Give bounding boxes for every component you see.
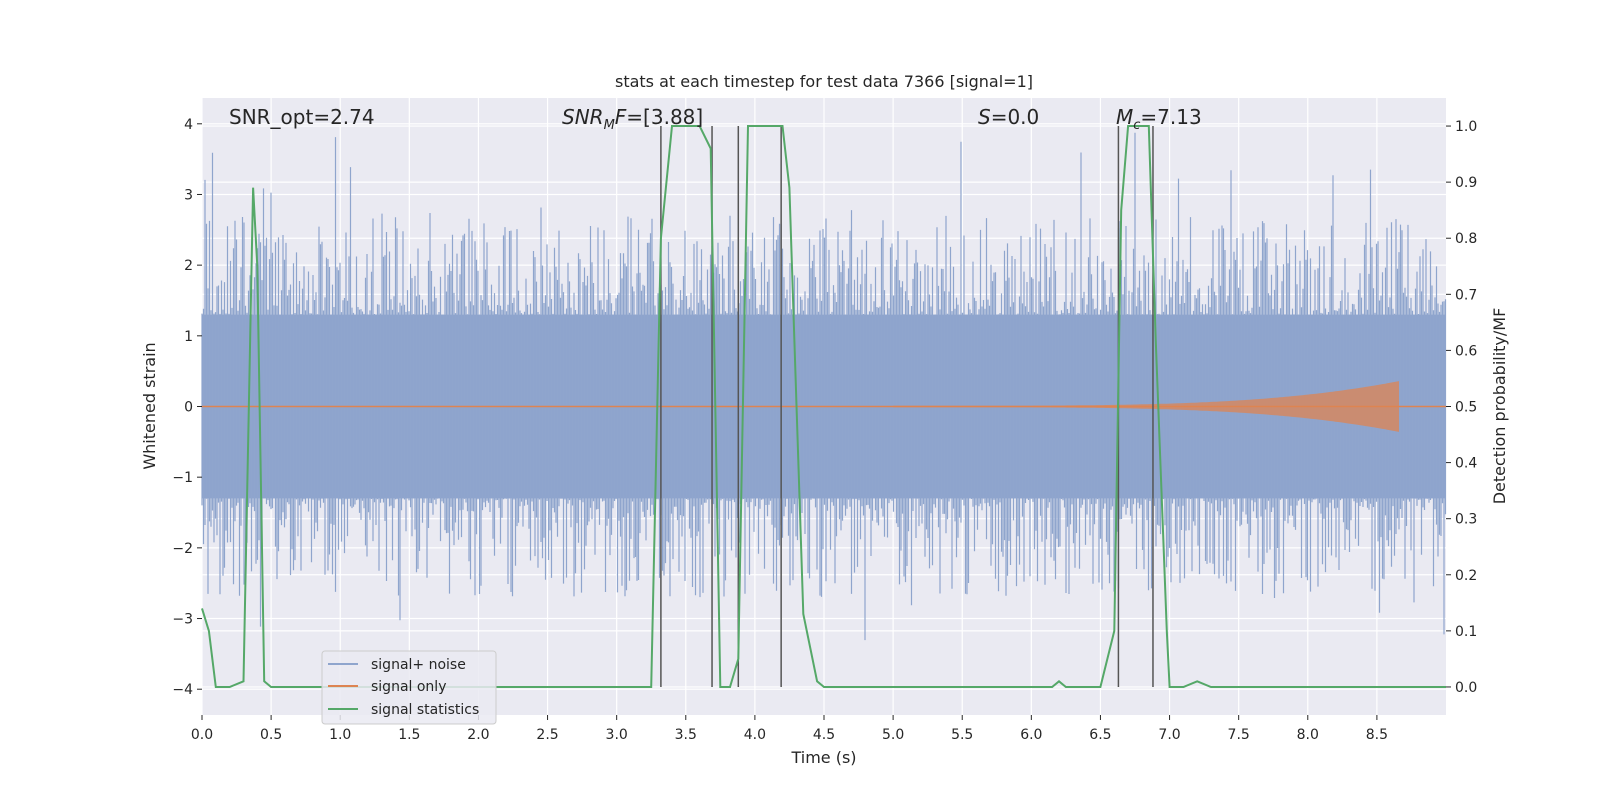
y-tick-label-left: 4	[184, 117, 193, 133]
x-tick-label: 2.5	[536, 727, 558, 743]
legend: signal+ noise signal only signal statist…	[321, 650, 497, 725]
annotations: SNR_opt=2.74 SNRMF=[3.88] S=0.0 Mc=7.13	[229, 105, 1202, 133]
x-tick-label: 1.0	[329, 727, 351, 743]
y-tick-label-right: 0.6	[1455, 343, 1477, 359]
y-tick-label-left: 3	[184, 187, 193, 203]
x-tick-label: 7.5	[1228, 727, 1250, 743]
y-tick-label-right: 0.5	[1455, 400, 1477, 416]
legend-label-stats: signal statistics	[371, 702, 479, 718]
x-tick-label: 1.5	[398, 727, 420, 743]
y-tick-label-right: 0.8	[1455, 231, 1477, 247]
y-tick-label-right: 0.3	[1455, 512, 1477, 528]
x-tick-label: 4.0	[744, 727, 766, 743]
y-tick-label-left: −4	[172, 682, 193, 698]
y-tick-label-left: −2	[172, 541, 193, 557]
x-tick-label: 3.5	[675, 727, 697, 743]
y-axis-right-ticks: 1.0 0.9 0.8 0.7 0.6 0.5 0.4 0.3 0.2 0.1 0.0	[1446, 119, 1477, 696]
x-tick-label: 6.5	[1089, 727, 1111, 743]
legend-box	[321, 650, 497, 725]
series-signal-statistics	[201, 125, 1446, 688]
annotation-snr-mf: SNRMF=[3.88]	[562, 105, 703, 133]
y-tick-label-left: 2	[184, 258, 193, 274]
y-tick-label-right: 0.0	[1455, 680, 1477, 696]
x-tick-label: 5.5	[951, 727, 973, 743]
annotation-s: S=0.0	[978, 105, 1039, 129]
y-axis-left-ticks: 4 3 2 1 0 −1 −2 −3 −4	[172, 117, 202, 698]
x-tick-label: 0.0	[191, 727, 213, 743]
x-tick-label: 7.0	[1158, 727, 1180, 743]
y-axis-left-label: Whitened strain	[140, 342, 159, 469]
y-tick-label-right: 0.2	[1455, 568, 1477, 584]
x-tick-label: 8.0	[1297, 727, 1319, 743]
annotation-mc: Mc=7.13	[1116, 105, 1202, 133]
x-tick-label: 5.0	[882, 727, 904, 743]
y-tick-label-right: 0.1	[1455, 624, 1477, 640]
signal-chirp	[893, 381, 1399, 432]
legend-label-noise: signal+ noise	[371, 657, 466, 673]
x-tick-label: 2.0	[467, 727, 489, 743]
legend-label-signal: signal only	[371, 679, 446, 695]
y-tick-label-right: 0.9	[1455, 175, 1477, 191]
signal-statistics-line	[201, 125, 1446, 688]
y-tick-label-right: 0.4	[1455, 456, 1477, 472]
y-axis-right-label: Detection probability/MF	[1490, 308, 1509, 505]
x-axis-label: Time (s)	[790, 748, 856, 767]
y-tick-label-left: −1	[172, 470, 193, 486]
annotation-snr-opt: SNR_opt=2.74	[229, 105, 375, 129]
y-tick-label-left: −3	[172, 612, 193, 628]
x-tick-label: 0.5	[260, 727, 282, 743]
series-signal-only	[202, 381, 1446, 432]
y-tick-label-right: 1.0	[1455, 119, 1477, 135]
x-tick-label: 6.0	[1020, 727, 1042, 743]
y-tick-label-left: 1	[184, 329, 193, 345]
x-axis-ticks: 0.0 0.5 1.0 1.5 2.0 2.5 3.0 3.5 4.0 4.5 5.0 5.5 6.0 6…	[191, 715, 1388, 743]
x-tick-label: 4.5	[813, 727, 835, 743]
y-tick-label-left: 0	[184, 400, 193, 416]
x-tick-label: 8.5	[1366, 727, 1388, 743]
chart-title: stats at each timestep for test data 736…	[615, 72, 1033, 91]
y-tick-label-right: 0.7	[1455, 287, 1477, 303]
x-tick-label: 3.0	[606, 727, 628, 743]
